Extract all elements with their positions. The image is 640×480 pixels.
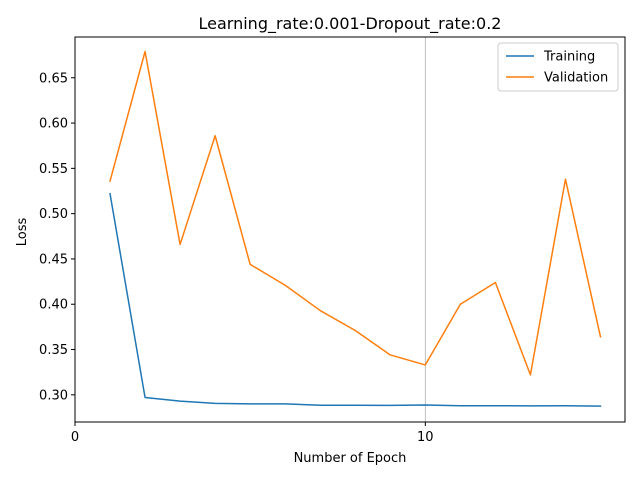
x-axis-title: Number of Epoch	[294, 451, 407, 466]
legend-label-training: Training	[543, 50, 595, 65]
y-axis: 0.30 0.35 0.40 0.45 0.50 0.55 0.60 0.65	[39, 71, 75, 403]
chart-title: Learning_rate:0.001-Dropout_rate:0.2	[199, 14, 502, 34]
y-tick-label: 0.40	[39, 298, 68, 313]
series-layer	[109, 50, 602, 407]
y-tick-label: 0.60	[39, 117, 68, 132]
y-tick-label: 0.45	[39, 252, 68, 267]
y-tick-label: 0.65	[39, 71, 68, 86]
plot-frame	[74, 36, 626, 423]
x-tick-label: 0	[71, 430, 79, 445]
y-axis-title: Loss	[15, 218, 30, 247]
legend-box	[497, 42, 619, 92]
legend: Training Validation	[497, 42, 619, 92]
x-axis: 0 10	[71, 422, 434, 445]
y-tick-label: 0.50	[39, 207, 68, 222]
series-line-training	[109, 192, 602, 407]
x-tick-label: 10	[417, 430, 434, 445]
series-line-validation	[109, 50, 602, 376]
y-tick-label: 0.55	[39, 162, 68, 177]
y-tick-label: 0.30	[39, 388, 68, 403]
legend-label-validation: Validation	[544, 71, 608, 86]
y-tick-label: 0.35	[39, 343, 68, 358]
